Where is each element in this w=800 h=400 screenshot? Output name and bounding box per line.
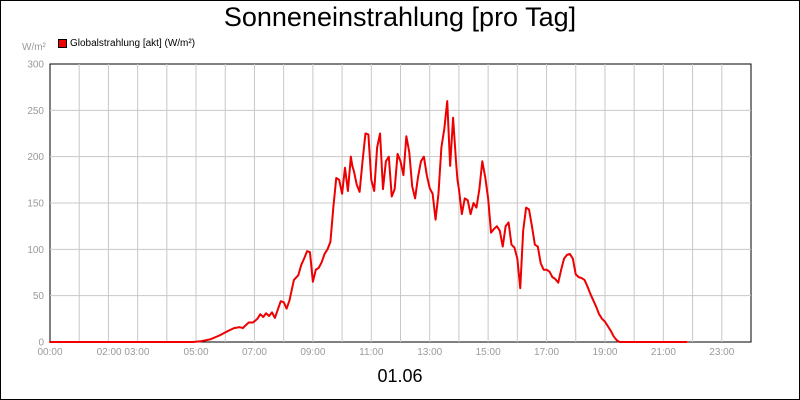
- legend: Globalstrahlung [akt] (W/m²): [58, 38, 195, 49]
- x-tick-label: 15:00: [476, 347, 501, 358]
- y-ticks: 0 50 100 150 200 250 300: [27, 60, 44, 349]
- y-tick-label: 200: [27, 152, 44, 163]
- series: [49, 100, 688, 343]
- x-ticks: 00:00 02:00 03:00 05:00 07:00 09:00 11:00 13:0…: [37, 347, 734, 358]
- y-tick-label: 150: [27, 199, 44, 210]
- x-tick-label: 00:00: [37, 347, 62, 358]
- x-tick-label: 02:00 03:00: [97, 347, 150, 358]
- y-tick-label: 50: [33, 291, 45, 302]
- y-tick-label: 300: [27, 60, 44, 71]
- grid: [49, 63, 752, 343]
- x-tick-label: 09:00: [300, 347, 325, 358]
- date-label: 01.06: [377, 366, 423, 386]
- chart-title: Sonneneinstrahlung [pro Tag]: [223, 2, 577, 32]
- legend-swatch: [58, 39, 67, 48]
- x-tick-label: 07:00: [242, 347, 267, 358]
- x-tick-label: 23:00: [709, 347, 734, 358]
- y-tick-label: 250: [27, 106, 44, 117]
- legend-label: Globalstrahlung [akt] (W/m²): [70, 38, 196, 49]
- x-tick-label: 17:00: [534, 347, 559, 358]
- x-tick-label: 13:00: [417, 347, 442, 358]
- x-tick-label: 21:00: [651, 347, 676, 358]
- x-tick-label: 05:00: [184, 347, 209, 358]
- x-tick-label: 11:00: [359, 347, 384, 358]
- y-axis-unit: W/m²: [22, 42, 46, 53]
- y-tick-label: 100: [27, 245, 44, 256]
- y-tick-label: 0: [38, 338, 44, 349]
- x-tick-label: 19:00: [592, 347, 617, 358]
- series-line-0: [49, 100, 688, 343]
